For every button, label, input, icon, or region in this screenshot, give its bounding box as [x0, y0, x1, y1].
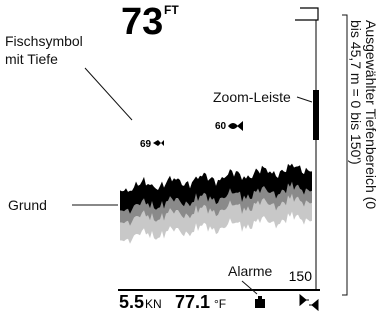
leader-line	[242, 281, 257, 294]
range: 150	[289, 268, 313, 284]
callout-label: mit Tiefe	[5, 51, 58, 67]
callout-label: bis 45,7 m = 0 bis 150')	[348, 20, 364, 165]
fish-icon	[228, 121, 243, 131]
diagram: 73 FT 69 60 150 5.5 KN 77.1 °F Fischsymb…	[0, 0, 386, 312]
ground-echo	[120, 164, 312, 244]
range-bracket	[342, 15, 347, 295]
callout-label: Zoom-Leiste	[213, 89, 291, 105]
screen: 73 FT 69 60 150 5.5 KN 77.1 °F	[118, 1, 320, 312]
alarm-icon	[255, 296, 265, 308]
leader-line	[85, 68, 132, 120]
top-icon	[295, 8, 318, 20]
temperature: 77.1	[175, 292, 210, 312]
speed-unit: KN	[145, 297, 162, 311]
callout-label: Ausgewählter Tiefenbereich (0	[363, 20, 379, 209]
callout-label: Alarme	[228, 263, 273, 279]
fish-icon	[153, 140, 164, 146]
temperature-unit: °F	[214, 297, 226, 311]
speed: 5.5	[119, 292, 144, 312]
leader-line	[297, 97, 312, 102]
zoom-bar	[313, 90, 319, 140]
depth: 73	[121, 1, 163, 43]
depth-unit: FT	[164, 3, 179, 17]
gps-icon	[300, 295, 318, 310]
fish-depth: 60	[215, 121, 227, 132]
callout-label: Grund	[8, 197, 47, 213]
callout-label: Fischsymbol	[5, 33, 83, 49]
callouts: Fischsymbol mit Tiefe Grund Zoom-Leiste …	[5, 15, 379, 295]
fish-depth: 69	[140, 139, 152, 150]
